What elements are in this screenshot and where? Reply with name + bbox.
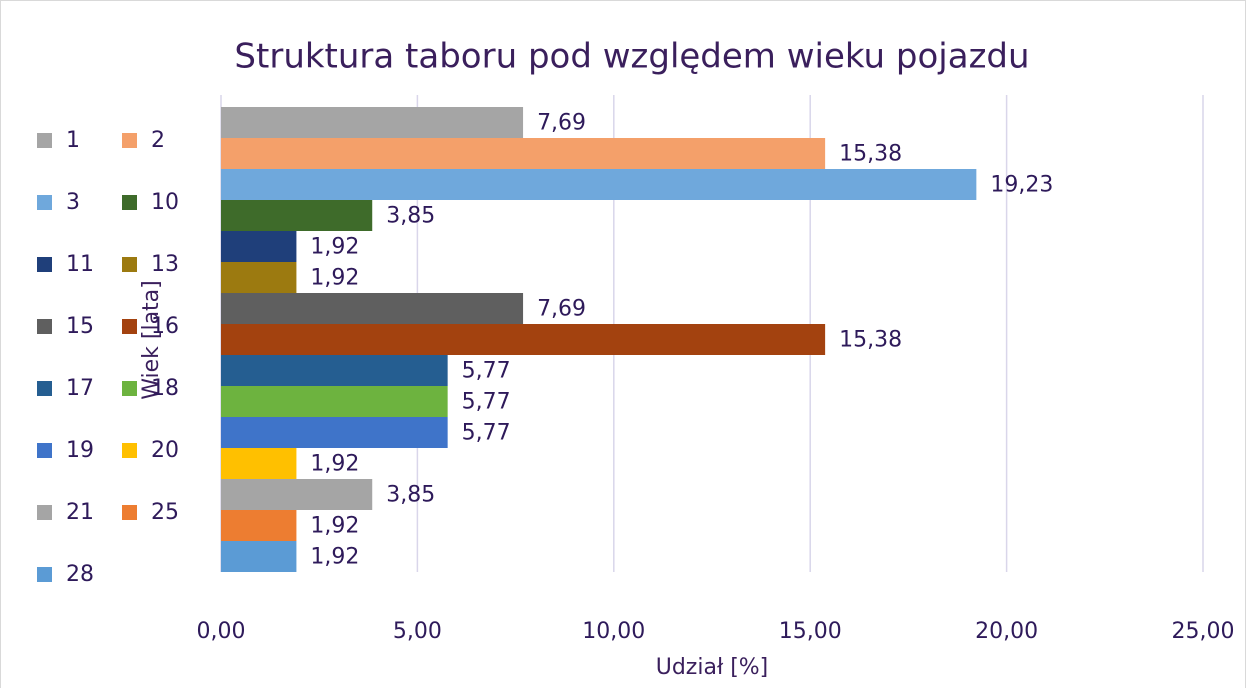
bar [221, 355, 448, 386]
data-label: 5,77 [462, 359, 511, 384]
legend-label: 2 [151, 128, 165, 153]
data-label: 3,85 [386, 204, 435, 229]
data-label: 15,38 [839, 328, 902, 353]
x-tick-label: 20,00 [975, 619, 1038, 644]
legend-label: 1 [66, 128, 80, 153]
bar [221, 293, 524, 324]
legend-swatch [37, 381, 52, 396]
legend-label: 10 [151, 190, 179, 215]
legend-swatch [122, 443, 137, 458]
legend-swatch [37, 505, 52, 520]
data-label: 7,69 [537, 111, 586, 136]
legend-swatch [37, 319, 52, 334]
legend-swatch [37, 257, 52, 272]
x-tick-label: 10,00 [582, 619, 645, 644]
legend-label: 19 [66, 438, 94, 463]
legend-label: 25 [151, 500, 179, 525]
data-label: 19,23 [990, 173, 1053, 198]
legend-swatch [122, 319, 137, 334]
x-axis-title: Udział [%] [656, 655, 769, 680]
x-tick-label: 25,00 [1172, 619, 1235, 644]
data-label: 3,85 [386, 483, 435, 508]
bar [221, 448, 297, 479]
legend-swatch [122, 381, 137, 396]
legend-swatch [122, 505, 137, 520]
data-label: 1,92 [310, 235, 359, 260]
y-axis-title: Wiek [lata] [139, 280, 164, 400]
legend-swatch [122, 195, 137, 210]
data-label: 1,92 [310, 545, 359, 570]
legend-label: 15 [66, 314, 94, 339]
data-label: 1,92 [310, 514, 359, 539]
legend-swatch [37, 443, 52, 458]
legend-swatch [37, 567, 52, 582]
bar [221, 169, 977, 200]
bar [221, 510, 297, 541]
bar [221, 324, 826, 355]
x-tick-label: 15,00 [779, 619, 842, 644]
data-label: 7,69 [537, 297, 586, 322]
bar [221, 138, 826, 169]
bar [221, 262, 297, 293]
legend-label: 21 [66, 500, 94, 525]
chart-title: Struktura taboru pod względem wieku poja… [234, 37, 1029, 77]
bar [221, 479, 373, 510]
data-label: 1,92 [310, 266, 359, 291]
legend-label: 11 [66, 252, 94, 277]
legend-label: 13 [151, 252, 179, 277]
legend-label: 17 [66, 376, 94, 401]
bar [221, 541, 297, 572]
bar [221, 107, 524, 138]
legend-swatch [122, 257, 137, 272]
bar [221, 200, 373, 231]
legend-swatch [37, 195, 52, 210]
legend-label: 3 [66, 190, 80, 215]
bar [221, 386, 448, 417]
legend-label: 28 [66, 562, 94, 587]
bar [221, 231, 297, 262]
data-label: 5,77 [462, 390, 511, 415]
legend-label: 20 [151, 438, 179, 463]
x-tick-label: 5,00 [393, 619, 442, 644]
legend-label: 18 [151, 376, 179, 401]
bar [221, 417, 448, 448]
legend-swatch [37, 133, 52, 148]
x-tick-label: 0,00 [197, 619, 246, 644]
legend-swatch [122, 133, 137, 148]
data-label: 1,92 [310, 452, 359, 477]
data-label: 5,77 [462, 421, 511, 446]
data-label: 15,38 [839, 142, 902, 167]
legend-label: 16 [151, 314, 179, 339]
